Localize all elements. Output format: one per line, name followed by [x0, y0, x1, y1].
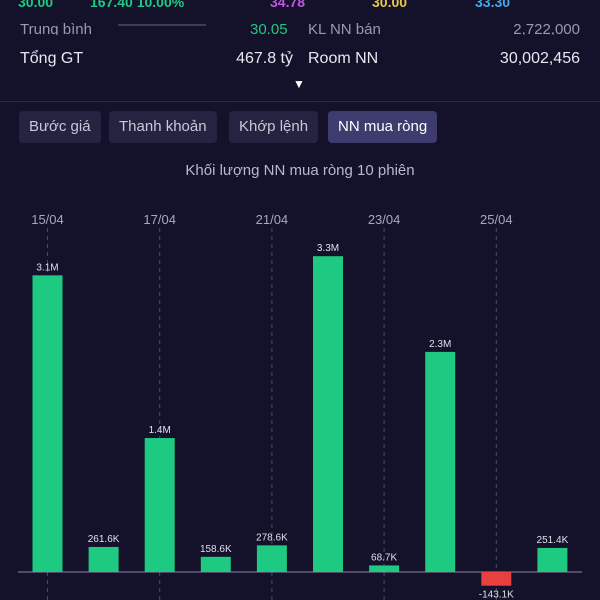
bar	[88, 546, 119, 572]
date-tick-label: 21/04	[256, 212, 289, 227]
tab-liquidity[interactable]: Thanh khoản	[109, 111, 217, 143]
bar-value-label: 3.1M	[36, 262, 58, 273]
top-strip-value-1: 30.00	[18, 0, 54, 10]
tab-price-step[interactable]: Bước giá	[19, 111, 101, 143]
average-price-value: 30.05	[250, 21, 288, 35]
foreign-sell-value: 2,722,000	[513, 21, 580, 35]
top-price-strip: 30.00 167.40 10.00% 34.78 30.00 33.30	[0, 0, 600, 10]
section-divider	[0, 101, 600, 102]
average-price-label: Trung bình	[20, 21, 92, 35]
bar	[369, 565, 400, 572]
tab-foreign-net-buy[interactable]: NN mua ròng	[328, 111, 438, 143]
foreign-room-value: 30,002,456	[499, 50, 580, 67]
bar-value-label: 3.3M	[317, 243, 339, 254]
bar	[313, 256, 343, 572]
tab-underline	[118, 24, 206, 26]
bar-value-label: -143.1K	[479, 590, 514, 600]
top-strip-value-5: 33.30	[475, 0, 511, 10]
bar	[32, 275, 63, 572]
bar-value-label: 1.4M	[149, 425, 171, 436]
date-tick-label: 15/04	[31, 212, 64, 227]
tab-matched-orders[interactable]: Khớp lệnh	[229, 111, 319, 143]
bar	[481, 572, 512, 586]
top-strip-value-4: 30.00	[372, 0, 408, 10]
caret-down-icon[interactable]: ▼	[293, 77, 305, 91]
bar-value-label: 251.4K	[537, 535, 569, 546]
bar	[200, 556, 231, 572]
top-strip-value-3: 34.78	[270, 0, 306, 10]
bar-value-label: 261.6K	[88, 534, 120, 545]
bar	[537, 547, 568, 572]
date-tick-label: 17/04	[143, 212, 176, 227]
bar	[425, 351, 456, 572]
bar	[144, 438, 175, 572]
bar	[256, 545, 287, 572]
chart-title: Khối lượng NN mua ròng 10 phiên	[185, 162, 415, 179]
date-tick-label: 25/04	[480, 212, 513, 227]
bar-value-label: 68.7K	[371, 552, 397, 563]
date-tick-label: 23/04	[368, 212, 401, 227]
bar-value-label: 278.6K	[256, 532, 288, 543]
bar-value-label: 2.3M	[429, 339, 451, 350]
bar-value-label: 158.6K	[200, 544, 232, 555]
net-buy-bar-chart: 15/04 17/04 21/04 23/04 25/04 3.1M 261.6K 1.4M 1…	[18, 212, 582, 600]
total-value-label: Tổng GT	[20, 50, 84, 67]
foreign-sell-label: KL NN bán	[308, 21, 381, 35]
foreign-room-label: Room NN	[308, 50, 379, 67]
top-strip-value-2: 167.40 10.00%	[90, 0, 185, 10]
total-value-amount: 467.8 tỷ	[236, 50, 293, 67]
